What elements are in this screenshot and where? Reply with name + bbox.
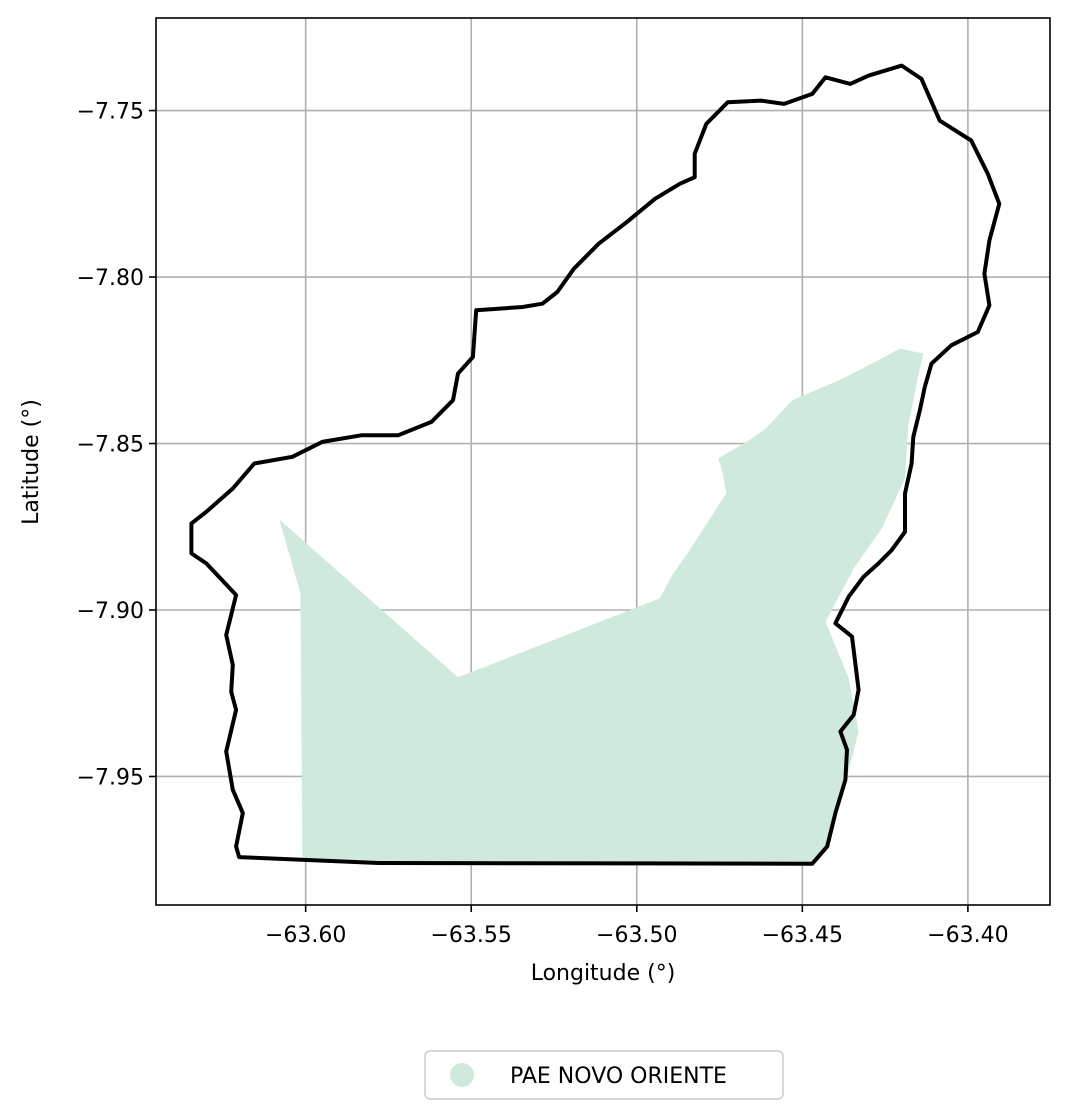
area-pae-novo-oriente xyxy=(279,348,924,864)
plot-frame xyxy=(155,17,1051,906)
x-tick-label-1: −63.55 xyxy=(431,923,512,948)
y-axis-label: Latitude (°) xyxy=(19,399,44,525)
x-axis-label: Longitude (°) xyxy=(531,961,676,986)
legend-marker-pae-novo-oriente xyxy=(450,1063,474,1087)
y-tick-label-2: −7.85 xyxy=(77,433,144,458)
grid-lines xyxy=(156,18,1050,905)
axis-ticks: −63.60 −63.55 −63.50 −63.45 −63.40 −7.75 −7.80… xyxy=(77,100,1009,948)
map-features xyxy=(189,63,1002,866)
legend-frame xyxy=(424,1050,784,1100)
y-tick-label-0: −7.75 xyxy=(77,100,144,125)
legend: PAE NOVO ORIENTE xyxy=(424,1050,784,1100)
x-tick-label-0: −63.60 xyxy=(265,923,346,948)
x-tick-label-3: −63.45 xyxy=(762,923,843,948)
x-tick-label-2: −63.50 xyxy=(596,923,677,948)
y-tick-label-4: −7.95 xyxy=(77,765,144,790)
y-tick-label-3: −7.90 xyxy=(77,599,144,624)
x-tick-label-4: −63.40 xyxy=(927,923,1008,948)
municipal-boundary-outline xyxy=(189,63,1002,866)
y-tick-label-1: −7.80 xyxy=(77,266,144,291)
legend-label-pae-novo-oriente: PAE NOVO ORIENTE xyxy=(510,1064,727,1089)
